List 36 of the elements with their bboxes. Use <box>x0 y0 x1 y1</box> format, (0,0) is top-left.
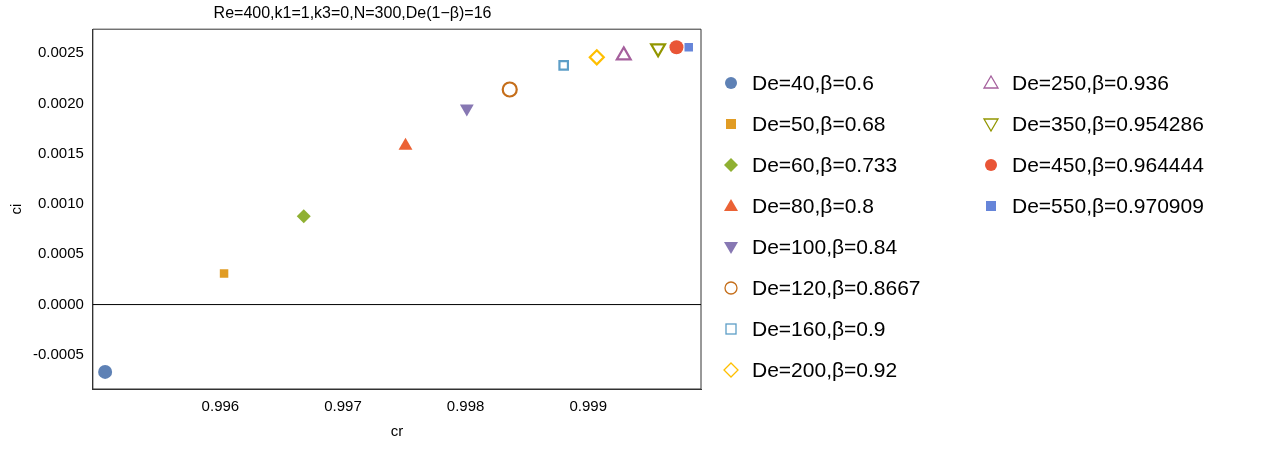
point <box>501 81 518 98</box>
point <box>684 43 693 52</box>
y-tick-label: -0.0005 <box>33 344 84 362</box>
point <box>219 269 229 278</box>
point <box>296 209 311 224</box>
legend-label: De=50,β=0.68 <box>752 111 886 136</box>
point <box>669 40 684 55</box>
point <box>459 104 474 117</box>
y-tick-label: 0.0025 <box>37 43 84 61</box>
x-tick-label: 0.996 <box>201 397 240 415</box>
x-tick-label: 0.997 <box>324 397 362 415</box>
legend-label: De=80,β=0.8 <box>752 193 874 218</box>
point <box>98 364 113 379</box>
y-tick-label: 0.0020 <box>37 93 84 111</box>
legend-label: De=250,β=0.936 <box>1012 70 1169 95</box>
legend-label: De=550,β=0.970909 <box>1012 193 1204 218</box>
x-axis-title: cr <box>390 422 404 440</box>
y-tick-label: 0.0000 <box>37 294 84 312</box>
legend-label: De=200,β=0.92 <box>752 357 898 382</box>
legend-label: De=120,β=0.8667 <box>752 275 921 300</box>
y-tick-label: 0.0015 <box>37 143 84 161</box>
legend-label: De=100,β=0.84 <box>752 234 898 259</box>
legend-label: De=160,β=0.9 <box>752 316 886 341</box>
legend-label: De=350,β=0.954286 <box>1012 111 1204 136</box>
legend-label: De=40,β=0.6 <box>752 70 874 95</box>
legend-label: De=60,β=0.733 <box>752 152 898 177</box>
y-axis-title: ci <box>7 203 25 215</box>
legend-label: De=450,β=0.964444 <box>1012 152 1204 177</box>
x-tick-label: 0.999 <box>569 397 607 415</box>
y-tick-label: 0.0010 <box>37 194 84 212</box>
point <box>650 43 667 58</box>
point <box>558 60 570 71</box>
x-tick-label: 0.998 <box>446 397 485 415</box>
y-tick-label: 0.0005 <box>37 244 84 262</box>
chart-title: Re=400,k1=1,k3=0,N=300,De(1−β)=16 <box>213 4 492 22</box>
point <box>588 49 605 66</box>
